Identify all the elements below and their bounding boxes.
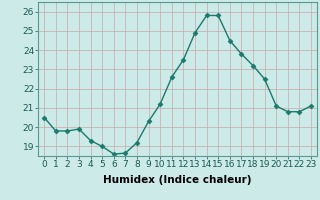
X-axis label: Humidex (Indice chaleur): Humidex (Indice chaleur) [103, 175, 252, 185]
